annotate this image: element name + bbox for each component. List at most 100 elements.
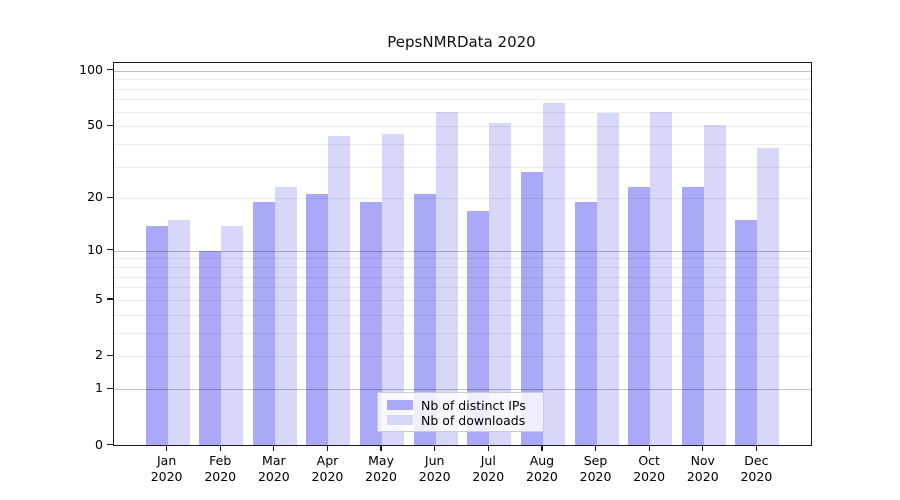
x-tick: [648, 445, 650, 451]
x-tick-label: Feb 2020: [192, 453, 248, 485]
x-tick-year: 2020: [633, 468, 666, 484]
legend-label: Nb of downloads: [421, 412, 526, 428]
x-tick: [541, 445, 543, 451]
x-tick-month: Nov: [690, 452, 715, 468]
bar-downloads-jun: [435, 111, 458, 446]
x-tick-month: Dec: [744, 452, 769, 468]
bar-ips-oct: [628, 187, 651, 446]
bar-ips-apr: [306, 194, 329, 446]
legend-swatch-ips: [387, 400, 413, 410]
x-tick: [434, 445, 436, 451]
bar-downloads-may: [382, 134, 405, 446]
y-tick-label: 20: [87, 189, 103, 205]
x-tick-month: Jan: [156, 452, 177, 468]
bar-downloads-aug: [542, 102, 565, 446]
bar-downloads-sep: [596, 112, 619, 446]
x-tick-month: Aug: [529, 452, 555, 468]
bar-ips-mar: [252, 202, 275, 446]
y-tick: [107, 196, 113, 198]
y-tick: [107, 354, 113, 356]
gridline-minor: [114, 99, 811, 101]
y-tick: [107, 69, 113, 71]
x-tick-month: Jul: [480, 452, 496, 468]
bar-ips-aug: [520, 171, 543, 446]
bar-ips-feb: [199, 250, 222, 446]
y-tick: [107, 249, 113, 251]
x-tick-year: 2020: [204, 468, 237, 484]
legend-swatch-downloads: [387, 415, 413, 425]
bar-ips-jul: [467, 210, 490, 446]
bar-downloads-apr: [328, 136, 351, 446]
y-tick-label: 10: [87, 241, 103, 257]
gridline-minor: [114, 79, 811, 81]
bar-downloads-feb: [221, 225, 244, 446]
y-tick-label: 50: [87, 117, 103, 133]
bar-ips-jun: [413, 194, 436, 446]
x-tick-label: Jan 2020: [139, 453, 195, 485]
x-tick: [487, 445, 489, 451]
x-tick-label: May 2020: [353, 453, 409, 485]
x-tick: [755, 445, 757, 451]
bar-downloads-nov: [703, 124, 726, 446]
x-tick-year: 2020: [150, 468, 183, 484]
y-tick: [107, 124, 113, 126]
y-tick: [107, 387, 113, 389]
x-tick-label: Sep 2020: [568, 453, 624, 485]
x-tick-year: 2020: [686, 468, 719, 484]
x-tick-month: May: [368, 452, 394, 468]
legend-item: Nb of downloads: [387, 412, 534, 428]
bar-ips-dec: [735, 220, 758, 446]
x-tick-month: Oct: [638, 452, 660, 468]
gridline-major: [114, 70, 811, 72]
gridline-minor: [114, 111, 811, 113]
plot-area: [113, 62, 812, 446]
y-tick-label: 1: [95, 380, 103, 396]
x-tick-label: Aug 2020: [514, 453, 570, 485]
bar-downloads-jul: [489, 122, 512, 446]
y-tick: [107, 298, 113, 300]
bar-downloads-jan: [167, 220, 190, 446]
x-tick-year: 2020: [418, 468, 451, 484]
chart-title: PepsNMRData 2020: [387, 33, 536, 51]
y-tick-label: 2: [95, 347, 103, 363]
x-tick: [702, 445, 704, 451]
x-tick-label: Jul 2020: [460, 453, 516, 485]
bar-ips-nov: [681, 187, 704, 446]
x-tick-year: 2020: [579, 468, 612, 484]
x-tick-label: Apr 2020: [299, 453, 355, 485]
y-tick-label: 0: [95, 436, 103, 452]
x-tick-year: 2020: [365, 468, 397, 484]
bar-ips-sep: [574, 202, 597, 446]
x-tick: [273, 445, 275, 451]
y-tick-label: 5: [95, 290, 103, 306]
x-tick-year: 2020: [526, 468, 558, 484]
x-tick-year: 2020: [740, 468, 773, 484]
bar-ips-may: [360, 202, 383, 446]
y-tick: [107, 444, 113, 446]
bar-downloads-oct: [650, 111, 673, 446]
gridline-minor: [114, 88, 811, 90]
y-tick-label: 100: [79, 61, 103, 77]
x-tick: [219, 445, 221, 451]
x-tick-year: 2020: [311, 468, 344, 484]
x-tick: [166, 445, 168, 451]
x-tick-label: Mar 2020: [246, 453, 302, 485]
x-tick-label: Dec 2020: [728, 453, 784, 485]
bar-downloads-dec: [757, 147, 780, 446]
legend: Nb of distinct IPs Nb of downloads: [377, 392, 544, 432]
x-tick-month: Feb: [209, 452, 232, 468]
x-tick-month: Apr: [316, 452, 339, 468]
bar-ips-jan: [145, 225, 168, 446]
x-tick: [380, 445, 382, 451]
x-tick-year: 2020: [257, 468, 290, 484]
x-tick-label: Oct 2020: [621, 453, 677, 485]
legend-item: Nb of distinct IPs: [387, 397, 534, 413]
legend-label: Nb of distinct IPs: [421, 397, 526, 413]
bar-downloads-mar: [274, 187, 297, 446]
x-tick-month: Mar: [262, 452, 286, 468]
x-tick-label: Jun 2020: [407, 453, 463, 485]
x-tick-label: Nov 2020: [675, 453, 731, 485]
x-tick-month: Jun: [424, 452, 445, 468]
x-tick-year: 2020: [472, 468, 505, 484]
